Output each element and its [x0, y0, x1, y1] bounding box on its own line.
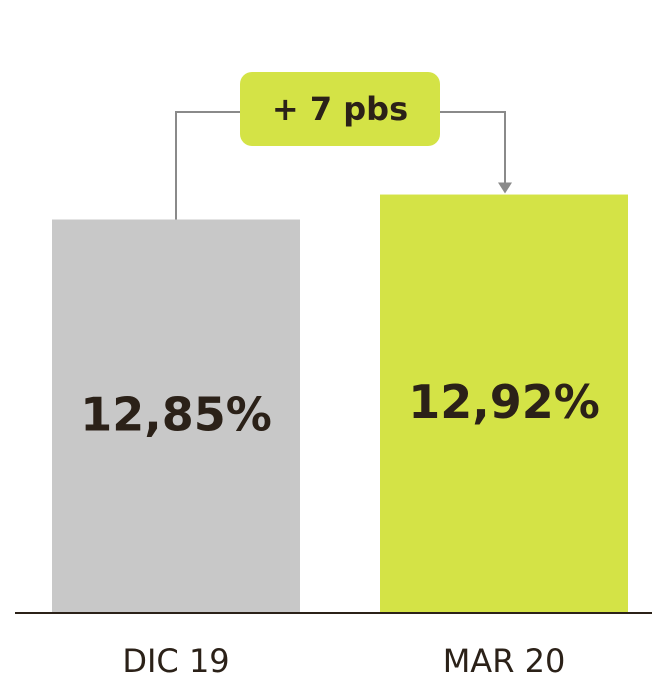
- bar: [380, 194, 628, 612]
- connector: [440, 111, 506, 185]
- x-tick-label: MAR 20: [443, 642, 566, 679]
- annotation-box: [240, 72, 440, 146]
- value-label: 12,92%: [408, 375, 600, 429]
- bar: [52, 219, 300, 612]
- value-label: 12,85%: [80, 387, 272, 441]
- annotation: + 7 pbs: [272, 90, 408, 128]
- arrow-head: [498, 182, 512, 194]
- x-tick-label: DIC 19: [122, 642, 229, 679]
- connector: [175, 111, 240, 220]
